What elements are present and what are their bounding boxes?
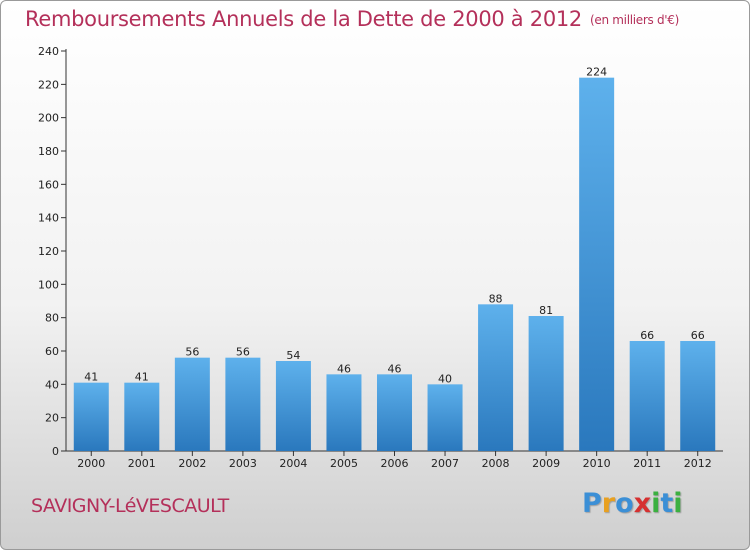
x-tick-label: 2001: [128, 457, 156, 470]
data-label-2000: 41: [84, 371, 98, 384]
x-tick-label: 2009: [532, 457, 560, 470]
x-tick-label: 2011: [633, 457, 661, 470]
data-label-2009: 81: [539, 304, 553, 317]
bar-2000: [73, 382, 109, 451]
y-tick-label: 100: [38, 278, 59, 291]
x-tick-label: 2007: [431, 457, 459, 470]
data-label-2008: 88: [489, 292, 503, 305]
y-tick-label: 0: [52, 445, 59, 458]
x-tick-label: 2000: [77, 457, 105, 470]
x-tick-label: 2008: [482, 457, 510, 470]
y-tick-label: 60: [45, 345, 59, 358]
y-tick-label: 80: [45, 312, 59, 325]
bar-2004: [275, 361, 311, 451]
data-label-2003: 56: [236, 346, 250, 359]
x-tick-label: 2003: [229, 457, 257, 470]
bars: [73, 77, 716, 452]
y-tick-label: 180: [38, 145, 59, 158]
bar-2010: [579, 77, 615, 452]
x-tick-label: 2006: [381, 457, 409, 470]
data-label-2010: 224: [586, 66, 607, 79]
y-tick-label: 140: [38, 212, 59, 225]
logo-letter: x: [633, 488, 652, 519]
y-tick-label: 20: [45, 412, 59, 425]
bar-2012: [680, 341, 716, 451]
data-label-2004: 54: [286, 349, 300, 362]
y-tick-label: 240: [38, 45, 59, 58]
data-label-2012: 66: [691, 329, 705, 342]
axes: 0 20 40 60 80 100 120 140 160 180 200 220 240 2000 200…: [38, 45, 723, 470]
bar-2003: [225, 357, 261, 451]
data-label-2005: 46: [337, 362, 351, 375]
data-labels: 41 41 56 56 54 46 46 40 88 81 224 66 66: [84, 66, 704, 386]
proxiti-logo: Proxiti: [582, 488, 683, 519]
y-tick-label: 220: [38, 78, 59, 91]
bar-2008: [478, 304, 514, 451]
y-tick-label: 160: [38, 178, 59, 191]
logo-letter: i: [673, 488, 683, 519]
x-tick-label: 2005: [330, 457, 358, 470]
bar-2001: [124, 382, 160, 451]
chart-title-text: Remboursements Annuels de la Dette de 20…: [25, 7, 582, 31]
y-tick-label: 120: [38, 245, 59, 258]
y-tick-label: 200: [38, 112, 59, 125]
logo-letter: i: [651, 488, 661, 519]
chart-title: Remboursements Annuels de la Dette de 20…: [25, 7, 679, 31]
chart-unit: (en milliers d'€): [590, 13, 680, 27]
bar-2011: [629, 341, 665, 451]
logo-letter: r: [601, 488, 616, 519]
city-name: SAVIGNY-LéVESCAULT: [31, 495, 229, 517]
y-tick-label: 40: [45, 378, 59, 391]
x-tick-label: 2004: [279, 457, 307, 470]
data-label-2011: 66: [640, 329, 654, 342]
bar-2002: [174, 357, 210, 451]
data-label-2001: 41: [135, 371, 149, 384]
x-tick-label: 2010: [583, 457, 611, 470]
bar-2007: [427, 384, 463, 451]
data-label-2006: 46: [388, 362, 402, 375]
logo-letter: t: [660, 488, 674, 519]
data-label-2007: 40: [438, 372, 452, 385]
bar-2005: [326, 374, 362, 451]
data-label-2002: 56: [185, 346, 199, 359]
x-tick-label: 2002: [178, 457, 206, 470]
x-tick-label: 2012: [684, 457, 712, 470]
logo-letter: o: [615, 488, 634, 519]
logo-letter: P: [582, 488, 602, 519]
bar-2009: [528, 316, 564, 451]
bar-2006: [377, 374, 412, 451]
